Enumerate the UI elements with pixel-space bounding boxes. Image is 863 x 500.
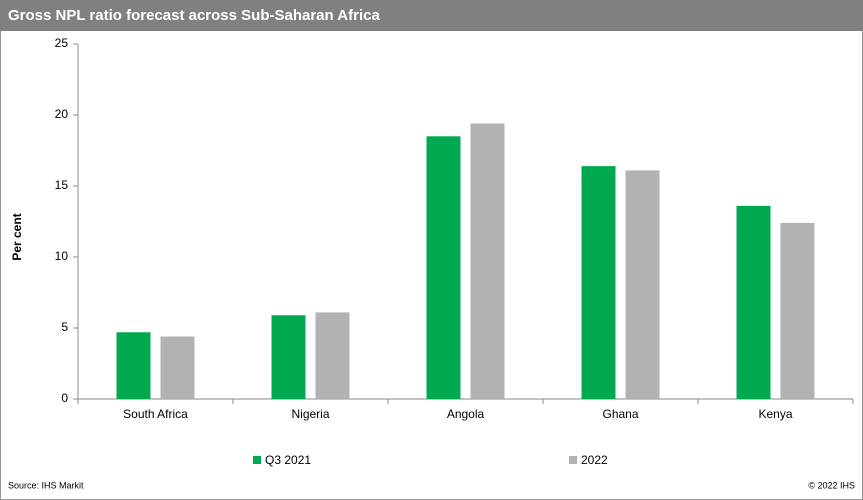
bar bbox=[426, 136, 461, 400]
y-tick-label: 10 bbox=[55, 249, 69, 263]
bar bbox=[116, 332, 151, 399]
source: Source: IHS Markit bbox=[8, 480, 84, 490]
y-tick-label: 0 bbox=[61, 391, 68, 405]
bar bbox=[160, 336, 195, 399]
bar bbox=[625, 170, 660, 399]
y-tick-label: 25 bbox=[55, 36, 69, 50]
chart-title: Gross NPL ratio forecast across Sub-Saha… bbox=[8, 7, 380, 24]
bar bbox=[780, 222, 815, 399]
y-axis-label: Per cent bbox=[10, 213, 24, 260]
bar bbox=[271, 315, 306, 399]
legend-label: Q3 2021 bbox=[265, 453, 311, 467]
legend-swatch bbox=[253, 456, 261, 464]
x-tick-label: Kenya bbox=[758, 407, 792, 421]
bar bbox=[315, 312, 350, 399]
title-bar bbox=[0, 0, 863, 31]
x-tick-label: Ghana bbox=[602, 407, 638, 421]
y-tick-label: 5 bbox=[61, 320, 68, 334]
x-tick-label: South Africa bbox=[123, 407, 188, 421]
y-tick-label: 15 bbox=[55, 178, 69, 192]
legend-swatch bbox=[569, 456, 577, 464]
bar bbox=[736, 205, 771, 399]
x-tick-label: Angola bbox=[447, 407, 485, 421]
y-tick-label: 20 bbox=[55, 107, 69, 121]
legend-label: 2022 bbox=[581, 453, 608, 467]
copyright: © 2022 IHS bbox=[808, 480, 855, 490]
bar bbox=[581, 166, 616, 399]
x-tick-label: Nigeria bbox=[291, 407, 329, 421]
bar bbox=[470, 123, 505, 400]
